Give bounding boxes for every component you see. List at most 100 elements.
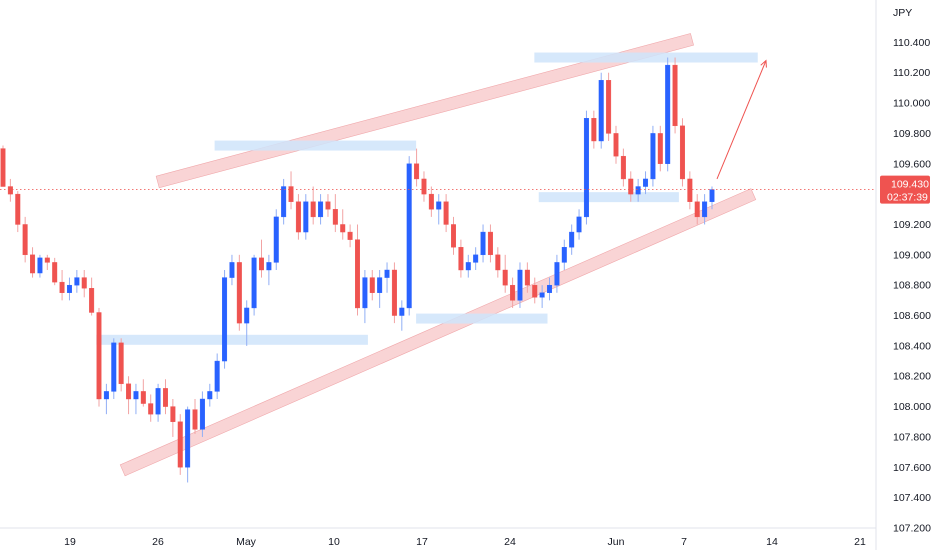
candle-body — [332, 209, 338, 225]
candle-body — [89, 288, 95, 313]
candle-down — [620, 148, 626, 187]
candle-down — [606, 72, 612, 141]
candle-body — [52, 262, 58, 283]
time-axis[interactable]: 19 26 May 10 17 24 Jun 7 14 21 — [0, 527, 876, 548]
candle-up — [266, 254, 272, 286]
candle-down — [126, 376, 132, 415]
candle-up — [37, 254, 43, 278]
support-zone — [214, 140, 417, 151]
candle-body — [702, 201, 708, 218]
candle-body — [377, 277, 383, 293]
candle-down — [672, 57, 678, 134]
y-tick-label: 107.800 — [893, 431, 931, 443]
candle-up — [480, 224, 486, 263]
support-zone — [538, 192, 679, 203]
candle-body — [436, 201, 442, 210]
candle-down — [52, 257, 58, 286]
projection-arrow — [716, 60, 767, 180]
x-tick-label: Jun — [608, 536, 625, 548]
y-tick-label: 109.800 — [893, 128, 931, 140]
candle-body — [672, 64, 678, 127]
candle-body — [207, 391, 213, 400]
candle-down — [414, 148, 420, 187]
candle-down — [347, 224, 353, 248]
candle-up — [229, 254, 235, 286]
current-price-tag: 109.430 02:37:39 — [880, 175, 930, 204]
candle-body — [192, 409, 198, 430]
candle-up — [66, 277, 72, 301]
candle-down — [687, 171, 693, 210]
x-tick-label: 10 — [328, 536, 340, 548]
candle-body — [170, 406, 176, 422]
candle-body — [465, 262, 471, 271]
candle-body — [369, 277, 375, 293]
candle-down — [295, 194, 301, 240]
candle-body — [421, 178, 427, 195]
candle-body — [273, 216, 279, 263]
candle-down — [44, 254, 50, 270]
candle-body — [177, 421, 183, 468]
candle-up — [155, 383, 161, 422]
candle-down — [89, 277, 95, 316]
candle-body — [384, 269, 390, 278]
candle-up — [281, 178, 287, 225]
candle-up — [517, 262, 523, 308]
candle-up — [384, 262, 390, 293]
candle-body — [214, 360, 220, 392]
candle-down — [22, 216, 28, 263]
candle-body — [561, 247, 567, 263]
y-tick-label: 108.200 — [893, 371, 931, 383]
support-zone — [534, 52, 758, 63]
candle-body — [657, 133, 663, 164]
x-tick-label: 26 — [152, 536, 164, 548]
candle-body — [414, 163, 420, 180]
candle-body — [547, 284, 553, 293]
candle-body — [155, 388, 161, 415]
candle-up — [576, 209, 582, 240]
y-tick-label: 109.200 — [893, 219, 931, 231]
candle-down — [0, 145, 6, 187]
candle-body — [111, 342, 117, 392]
candle-down — [694, 194, 700, 225]
candle-down — [428, 186, 434, 217]
y-tick-label: 109.600 — [893, 158, 931, 170]
candle-body — [635, 186, 641, 195]
y-tick-label: 108.600 — [893, 310, 931, 322]
y-tick-label: 110.200 — [893, 67, 930, 79]
candle-up — [554, 254, 560, 293]
candle-body — [266, 262, 272, 271]
candle-down — [502, 254, 508, 293]
candle-body — [480, 231, 486, 256]
candle-up — [244, 300, 250, 346]
candle-body — [37, 257, 43, 274]
candle-body — [44, 257, 50, 263]
candle-up — [473, 247, 479, 270]
projection-arrowhead — [760, 59, 767, 68]
candle-down — [170, 399, 176, 437]
candle-down — [59, 270, 65, 301]
price-axis[interactable]: JPY 110.400 110.200 110.000 109.800 109.600 1… — [875, 0, 932, 550]
candle-down — [340, 209, 346, 240]
candle-body — [532, 284, 538, 298]
candle-down — [332, 194, 338, 233]
candle-body — [7, 186, 13, 195]
currency-label: JPY — [893, 7, 912, 19]
candle-body — [251, 257, 257, 309]
support-zone — [416, 313, 548, 324]
candle-down — [532, 277, 538, 304]
y-tick-label: 108.800 — [893, 280, 931, 292]
candle-body — [428, 193, 434, 210]
candle-body — [0, 148, 6, 187]
candle-down — [118, 338, 124, 392]
candle-body — [30, 254, 36, 274]
candle-down — [391, 262, 397, 324]
candle-up — [665, 57, 671, 172]
countdown-label: 02:37:39 — [887, 192, 928, 204]
candle-body — [199, 398, 205, 430]
y-tick-label: 107.200 — [893, 523, 931, 535]
support-zone — [96, 334, 368, 345]
candle-body — [679, 125, 685, 180]
candle-body — [22, 224, 28, 256]
